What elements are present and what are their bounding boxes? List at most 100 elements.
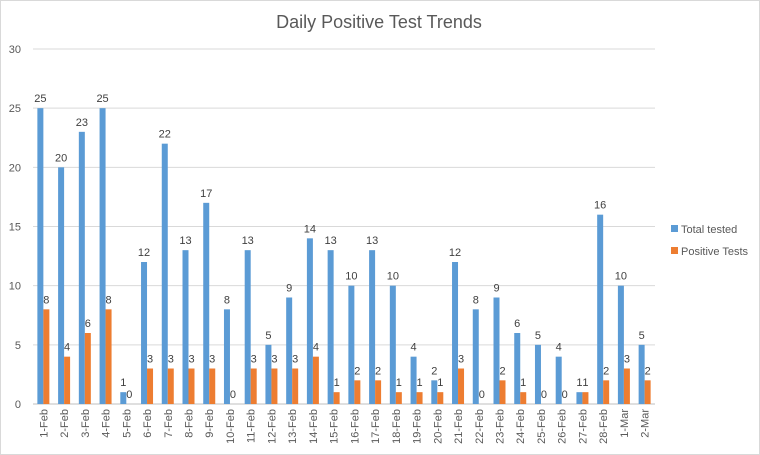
total-tested-bar	[37, 108, 44, 405]
positive-tests-bar	[188, 368, 195, 404]
x-tick-label: 7-Feb	[163, 409, 175, 438]
data-label: 23	[76, 117, 88, 129]
total-tested-bar	[493, 297, 500, 404]
data-label: 12	[449, 247, 461, 259]
positive-tests-bar	[43, 309, 50, 404]
x-tick-label: 2-Mar	[640, 409, 652, 438]
data-label: 9	[493, 283, 499, 295]
data-label: 20	[55, 152, 67, 164]
positive-tests-bar	[167, 368, 174, 404]
x-tick-label: 21-Feb	[453, 409, 465, 444]
total-tested-bar	[597, 214, 604, 404]
x-tick-label: 1-Mar	[619, 409, 631, 438]
data-label: 2	[499, 365, 505, 377]
data-label: 0	[541, 389, 547, 401]
positive-tests-bar	[209, 368, 216, 404]
x-tick-label: 16-Feb	[349, 409, 361, 444]
data-label: 4	[556, 342, 562, 354]
y-tick-label: 0	[15, 399, 21, 411]
total-tested-bar	[514, 333, 521, 404]
data-label: 2	[645, 365, 651, 377]
bars	[37, 108, 651, 405]
data-label: 0	[230, 389, 236, 401]
x-tick-label: 6-Feb	[142, 409, 154, 438]
data-label: 25	[96, 93, 108, 105]
x-tick-label: 1-Feb	[38, 409, 50, 438]
total-tested-bar	[452, 262, 459, 404]
total-tested-bar	[182, 250, 189, 404]
x-tick-label: 4-Feb	[101, 409, 113, 438]
x-axis: 1-Feb 2-Feb 3-Feb 4-Feb 5-Feb 6-Feb 7-Feb 8-Feb…	[38, 409, 651, 444]
x-tick-label: 22-Feb	[474, 409, 486, 444]
positive-tests-bar	[520, 392, 527, 404]
data-label: 6	[514, 318, 520, 330]
data-label: 0	[126, 389, 132, 401]
y-tick-label: 10	[9, 281, 21, 293]
total-tested-bar	[203, 202, 210, 404]
total-tested-bar	[555, 356, 562, 404]
total-tested-bar	[534, 344, 541, 404]
total-tested-bar	[576, 392, 583, 404]
data-label: 3	[209, 354, 215, 366]
data-label: 4	[313, 342, 319, 354]
total-tested-bar	[99, 108, 106, 405]
data-label: 4	[64, 342, 70, 354]
legend-swatch	[671, 247, 678, 254]
total-tested-bar	[472, 309, 479, 404]
legend-item: Positive Tests	[671, 246, 749, 258]
data-label: 3	[458, 354, 464, 366]
data-label: 1	[437, 377, 443, 389]
total-tested-bar	[161, 143, 168, 404]
data-label: 5	[639, 330, 645, 342]
positive-tests-bar	[582, 392, 589, 404]
data-label: 10	[387, 271, 399, 283]
legend-label: Total tested	[681, 224, 737, 236]
data-label: 1	[417, 377, 423, 389]
data-label: 8	[43, 294, 49, 306]
positive-tests-bar	[603, 380, 610, 404]
x-tick-label: 20-Feb	[432, 409, 444, 444]
legend: Total tested Positive Tests	[671, 224, 749, 258]
data-label: 3	[251, 354, 257, 366]
data-label: 8	[106, 294, 112, 306]
total-tested-bar	[58, 167, 65, 404]
data-label: 1	[120, 377, 126, 389]
positive-tests-bar	[64, 356, 71, 404]
data-label: 5	[535, 330, 541, 342]
positive-tests-bar	[375, 380, 382, 404]
total-tested-bar	[327, 250, 334, 404]
data-label: 2	[375, 365, 381, 377]
positive-tests-bar	[644, 380, 651, 404]
data-label: 1	[576, 377, 582, 389]
y-tick-label: 15	[9, 222, 21, 234]
data-label: 25	[34, 93, 46, 105]
positive-tests-bar	[147, 368, 154, 404]
x-tick-label: 15-Feb	[329, 409, 341, 444]
legend-item: Total tested	[671, 224, 737, 236]
total-tested-bar	[78, 131, 85, 405]
data-label: 13	[242, 235, 254, 247]
positive-tests-bar	[84, 333, 91, 404]
total-tested-bar	[369, 250, 376, 404]
chart-title: Daily Positive Test Trends	[276, 12, 482, 32]
x-tick-label: 19-Feb	[412, 409, 424, 444]
data-label: 10	[345, 271, 357, 283]
positive-tests-bar	[105, 309, 112, 404]
y-axis: 0 5 10 15 20 25 30	[9, 44, 21, 411]
total-tested-bar	[617, 285, 624, 404]
data-label: 1	[520, 377, 526, 389]
total-tested-bar	[306, 238, 313, 404]
total-tested-bar	[389, 285, 396, 404]
positive-tests-bar	[416, 392, 423, 404]
total-tested-bar	[141, 262, 148, 404]
total-tested-bar	[120, 392, 127, 404]
x-tick-label: 25-Feb	[536, 409, 548, 444]
positive-tests-bar	[395, 392, 402, 404]
x-tick-label: 28-Feb	[598, 409, 610, 444]
data-label: 3	[147, 354, 153, 366]
data-label: 2	[431, 365, 437, 377]
total-tested-bar	[223, 309, 230, 404]
x-tick-label: 14-Feb	[308, 409, 320, 444]
data-label: 13	[325, 235, 337, 247]
legend-label: Positive Tests	[681, 246, 749, 258]
